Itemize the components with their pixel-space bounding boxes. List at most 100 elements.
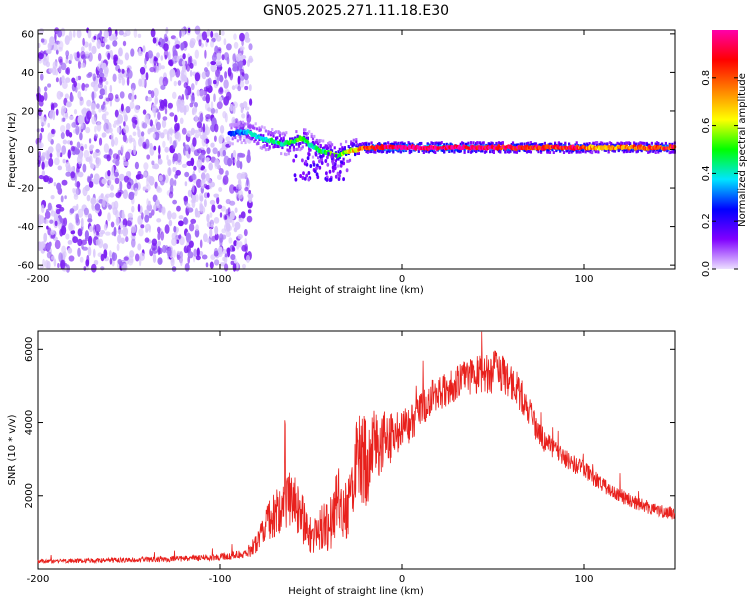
noise-dot — [196, 247, 200, 257]
ridge-halo-cell — [571, 149, 574, 153]
noise-dot — [40, 38, 45, 43]
noise-dot — [180, 99, 185, 106]
noise-dot — [134, 104, 140, 114]
ridge-halo-cell — [318, 140, 321, 144]
ridge-halo-cell — [636, 149, 639, 153]
ridge-halo-cell — [620, 141, 623, 145]
noise-dot — [208, 162, 213, 171]
noise-dot — [196, 148, 203, 154]
noise-dot — [129, 101, 135, 109]
noise-dot — [133, 139, 137, 149]
ridge-halo-cell — [518, 149, 521, 153]
ridge-halo-cell — [625, 148, 628, 152]
ridge-halo-cell — [480, 149, 483, 153]
ridge-halo-cell — [657, 150, 660, 154]
noise-dot — [170, 126, 173, 136]
ridge-halo-cell — [244, 122, 247, 126]
noise-dot — [77, 91, 82, 99]
noise-dot — [102, 199, 106, 208]
noise-dot — [199, 192, 204, 200]
noise-dot — [61, 225, 67, 236]
ridge-halo-cell — [564, 141, 567, 145]
y-tick-label: 0 — [28, 145, 34, 156]
noise-dot — [77, 208, 84, 218]
noise-dot — [249, 98, 253, 106]
noise-dot — [108, 148, 113, 156]
noise-dot — [220, 30, 225, 36]
noise-dot — [155, 121, 161, 131]
ridge-halo-cell — [435, 141, 438, 145]
noise-dot — [214, 225, 219, 235]
ridge-halo-cell — [525, 142, 529, 146]
noise-dot — [137, 203, 141, 213]
noise-dot — [117, 149, 121, 156]
noise-dot — [52, 61, 58, 70]
ridge-tail-cell — [309, 164, 313, 168]
noise-dot — [112, 73, 117, 83]
noise-dot — [240, 55, 247, 60]
ridge-halo-cell — [490, 147, 493, 151]
noise-dot — [97, 82, 104, 89]
noise-dot — [196, 178, 202, 188]
ridge-halo-cell — [570, 150, 573, 154]
ridge-halo-cell — [555, 149, 558, 153]
ridge-halo-cell — [626, 141, 629, 145]
noise-dot — [231, 219, 235, 228]
y-tick-label: 20 — [21, 106, 34, 117]
noise-dot — [223, 38, 227, 46]
ridge-halo-cell — [568, 150, 571, 154]
ridge-halo-cell — [278, 131, 281, 135]
noise-dot — [186, 160, 193, 167]
noise-dot — [186, 130, 193, 137]
ridge-halo-cell — [596, 143, 599, 147]
noise-dot — [121, 68, 125, 74]
ridge-halo-cell — [461, 141, 464, 145]
ridge-halo-cell — [525, 150, 529, 154]
ridge-halo-cell — [568, 142, 571, 146]
ridge-halo-cell — [417, 143, 420, 147]
noise-dot — [215, 60, 222, 66]
ridge-halo-cell — [618, 147, 622, 151]
noise-dot — [79, 132, 83, 141]
ridge-tail-cell — [330, 154, 334, 159]
noise-dot — [41, 204, 45, 214]
noise-dot — [201, 72, 207, 79]
ridge-halo-cell — [269, 133, 273, 137]
ridge-halo-cell — [300, 147, 303, 150]
noise-dot — [218, 246, 223, 255]
ridge-halo-cell — [266, 142, 269, 146]
ridge-halo-cell — [580, 148, 583, 152]
ridge-halo-cell — [554, 141, 557, 145]
ridge-halo-cell — [282, 136, 285, 140]
noise-dot — [167, 102, 173, 109]
noise-dot — [226, 91, 232, 101]
noise-dot — [120, 103, 124, 112]
noise-dot — [232, 63, 238, 69]
noise-dot — [194, 72, 201, 82]
noise-dot — [193, 248, 198, 257]
noise-dot — [71, 122, 77, 128]
ridge-halo-cell — [271, 132, 274, 136]
noise-dot — [37, 241, 42, 252]
noise-dot — [201, 31, 208, 41]
noise-dot — [227, 247, 231, 258]
noise-dot — [192, 183, 195, 193]
ridge-halo-cell — [281, 132, 284, 136]
ridge-halo-cell — [378, 149, 381, 153]
ridge-halo-cell — [589, 150, 592, 154]
ridge-halo-cell — [370, 148, 373, 151]
noise-dot — [70, 171, 75, 179]
ridge-halo-cell — [630, 148, 633, 152]
noise-dot — [139, 252, 146, 261]
noise-dot — [163, 129, 169, 135]
ridge-halo-cell — [258, 128, 261, 132]
noise-dot — [121, 209, 125, 220]
noise-dot — [102, 243, 108, 250]
noise-dot — [103, 30, 110, 39]
noise-dot — [189, 40, 195, 49]
ridge-halo-cell — [319, 144, 322, 147]
ridge-halo-cell — [347, 145, 350, 148]
colorbar-tick-label: 0.0 — [701, 261, 712, 277]
ridge-halo-cell — [263, 126, 266, 130]
ridge-halo-cell — [520, 142, 523, 146]
